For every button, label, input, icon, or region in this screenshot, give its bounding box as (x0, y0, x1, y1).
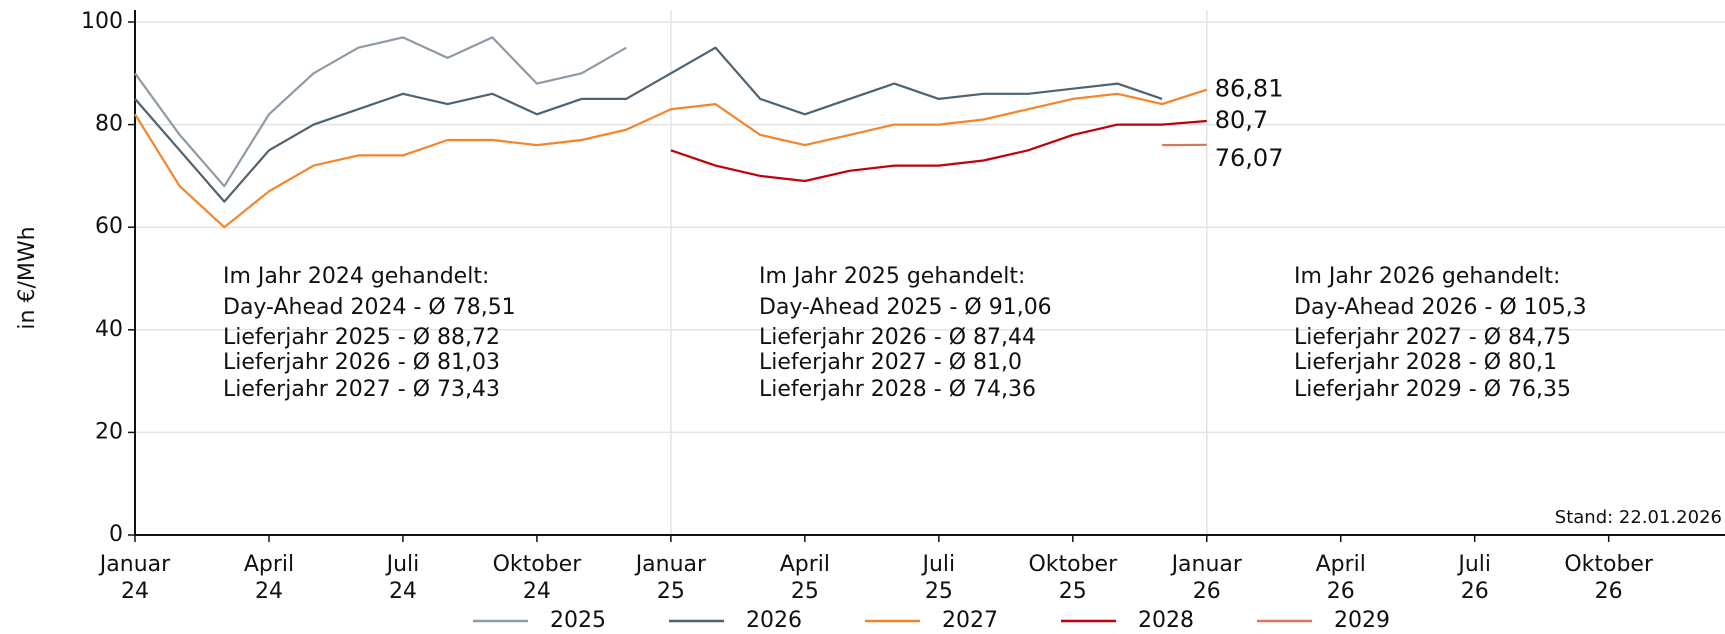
x-tick-label: 24 (389, 579, 417, 604)
annotation-line: Day-Ahead 2026 - Ø 105,3 (1294, 295, 1587, 320)
x-tick-label: Oktober (493, 552, 583, 577)
series-line (670, 119, 1207, 183)
x-tick-label: 24 (121, 579, 149, 604)
y-axis-label: in €/MWh (15, 226, 40, 329)
x-tick-label: Oktober (1564, 552, 1654, 577)
annotation-line: Lieferjahr 2029 - Ø 76,35 (1294, 377, 1571, 402)
annotation-line: Day-Ahead 2024 - Ø 78,51 (223, 295, 516, 320)
y-tick-label: 100 (81, 9, 123, 34)
annotation-line: Lieferjahr 2027 - Ø 84,75 (1294, 325, 1571, 350)
x-tick-label: Januar (1170, 552, 1243, 577)
legend-label: 2025 (550, 608, 606, 633)
x-tick-label: 26 (1327, 579, 1355, 604)
legend-label: 2028 (1138, 608, 1194, 633)
annotation-line: Day-Ahead 2025 - Ø 91,06 (759, 295, 1052, 320)
legend-label: 2026 (746, 608, 802, 633)
x-tick-label: April (244, 552, 294, 577)
note: Stand: 22.01.2026 (1555, 507, 1722, 528)
x-tick-label: 25 (1059, 579, 1087, 604)
x-tick-label: Januar (634, 552, 707, 577)
x-tick-label: 25 (657, 579, 685, 604)
x-tick-label: 26 (1595, 579, 1623, 604)
value-label: 80,7 (1215, 106, 1268, 134)
x-tick-label: Januar (98, 552, 171, 577)
annotation-line: Lieferjahr 2026 - Ø 81,03 (223, 350, 500, 375)
series-line (134, 46, 1163, 203)
x-tick-label: 26 (1461, 579, 1489, 604)
value-label: 86,81 (1215, 75, 1284, 103)
annotation-title: Im Jahr 2025 gehandelt: (759, 264, 1025, 289)
y-tick-label: 0 (109, 522, 123, 547)
y-tick-label: 20 (95, 419, 123, 444)
x-tick-label: April (780, 552, 830, 577)
x-tick-label: Juli (385, 552, 420, 577)
x-tick-label: 24 (523, 579, 551, 604)
y-tick-label: 40 (95, 317, 123, 342)
y-tick-label: 60 (95, 214, 123, 239)
legend-label: 2029 (1334, 608, 1390, 633)
annotation-title: Im Jahr 2026 gehandelt: (1294, 264, 1560, 289)
x-tick-label: Juli (921, 552, 956, 577)
x-tick-label: April (1316, 552, 1366, 577)
x-tick-label: 24 (255, 579, 283, 604)
annotation-title: Im Jahr 2024 gehandelt: (223, 264, 489, 289)
y-tick-label: 80 (95, 112, 123, 137)
value-label: 76,07 (1215, 144, 1284, 172)
x-tick-label: Oktober (1028, 552, 1118, 577)
series-line (134, 88, 1208, 229)
x-tick-label: 25 (791, 579, 819, 604)
legend-label: 2027 (942, 608, 998, 633)
annotation-line: Lieferjahr 2027 - Ø 81,0 (759, 350, 1022, 375)
x-tick-label: Juli (1456, 552, 1491, 577)
annotation-line: Lieferjahr 2028 - Ø 74,36 (759, 377, 1036, 402)
annotation-line: Lieferjahr 2026 - Ø 87,44 (759, 325, 1036, 350)
annotation-line: Lieferjahr 2027 - Ø 73,43 (223, 377, 500, 402)
x-tick-label: 26 (1193, 579, 1221, 604)
x-tick-label: 25 (925, 579, 953, 604)
series-line (134, 36, 627, 188)
annotation-line: Lieferjahr 2025 - Ø 88,72 (223, 325, 500, 350)
annotation-line: Lieferjahr 2028 - Ø 80,1 (1294, 350, 1557, 375)
